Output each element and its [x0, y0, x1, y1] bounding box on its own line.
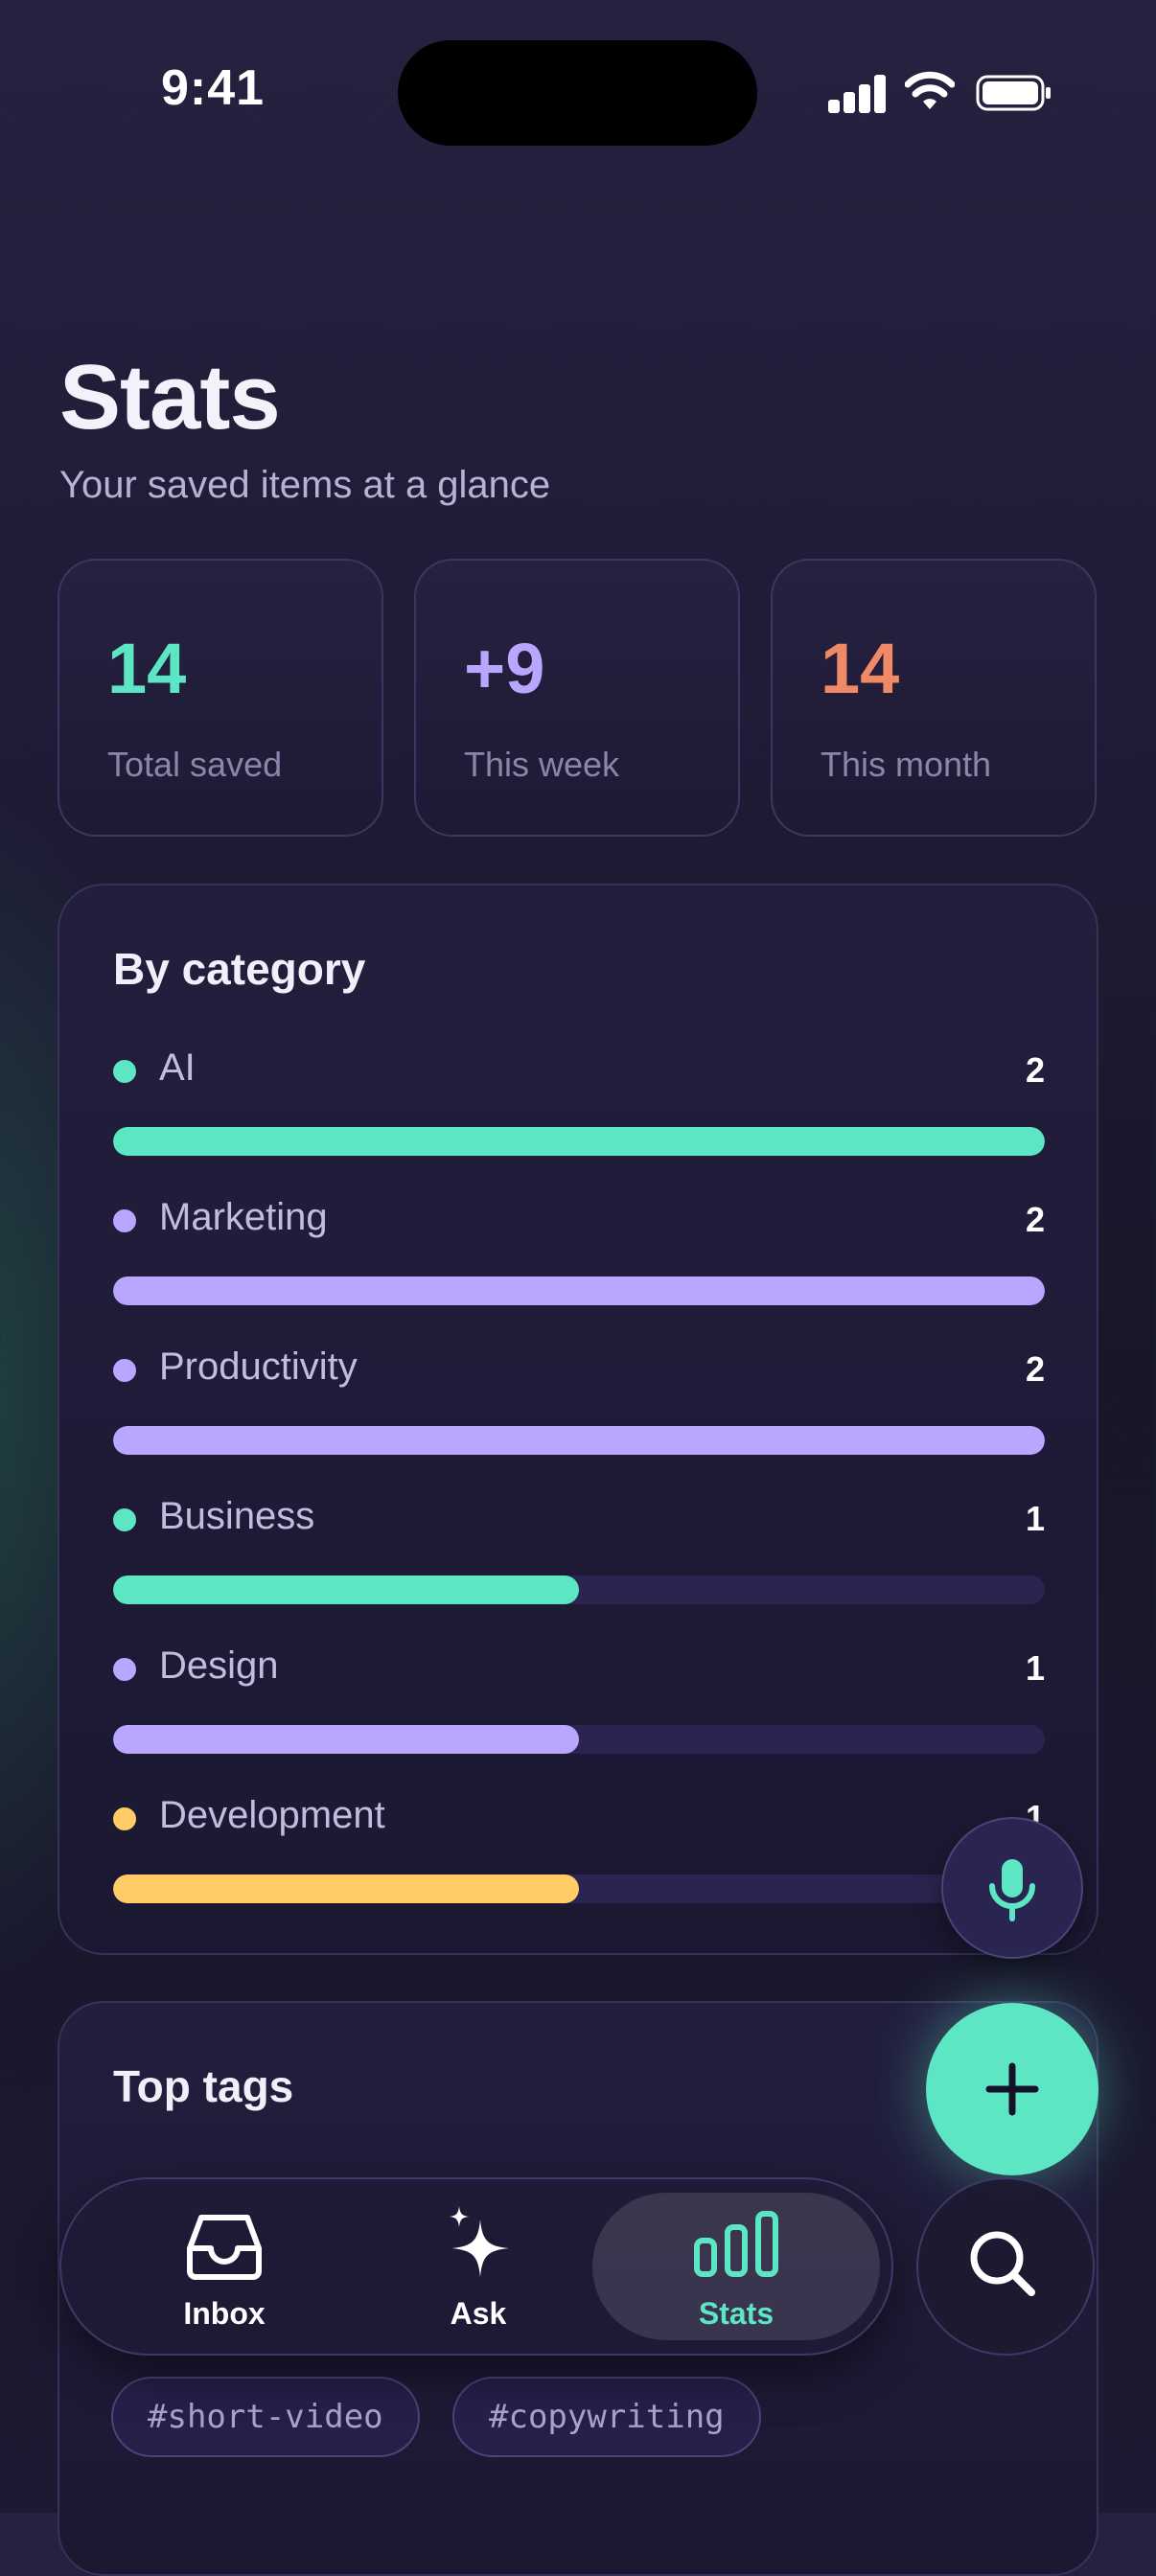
category-dot — [113, 1807, 136, 1830]
microphone-icon — [989, 1859, 1035, 1921]
tab-label: Ask — [450, 2296, 507, 2331]
status-time: 9:41 — [161, 60, 266, 116]
category-bar-fill — [113, 1127, 1045, 1156]
tab-bar: Inbox Ask Stats — [59, 2177, 893, 2356]
category-bar-fill — [113, 1426, 1045, 1455]
category-name: Productivity — [159, 1346, 358, 1388]
category-bar-fill — [113, 1276, 1045, 1305]
stat-value: 14 — [821, 629, 900, 708]
by-category-card: By category AI 2 Marketing 2 Productivity 2 Bu… — [58, 884, 1098, 1955]
category-row: Productivity 2 — [113, 1338, 1045, 1455]
tag-chip[interactable]: #short-video — [111, 2377, 420, 2457]
category-count: 1 — [1025, 1648, 1045, 1688]
category-dot — [113, 1060, 136, 1083]
search-icon — [970, 2231, 1035, 2296]
category-bar-track — [113, 1127, 1045, 1156]
category-count: 1 — [1025, 1499, 1045, 1538]
page-title: Stats — [59, 346, 281, 448]
top-tags-title: Top tags — [113, 2061, 294, 2111]
category-name: Development — [159, 1794, 385, 1836]
tag-chip[interactable]: #copywriting — [452, 2377, 761, 2457]
plus-icon — [985, 2062, 1039, 2116]
stat-label: This month — [821, 745, 992, 784]
stat-card-total-saved: 14 Total saved — [58, 559, 383, 837]
category-name: Business — [159, 1495, 315, 1537]
voice-input-button[interactable] — [941, 1817, 1083, 1959]
bar-chart-icon — [694, 2211, 778, 2277]
category-bar-fill — [113, 1874, 579, 1903]
stat-value: 14 — [107, 629, 187, 708]
category-dot — [113, 1209, 136, 1232]
category-bar-track — [113, 1276, 1045, 1305]
tab-label: Stats — [698, 2296, 775, 2331]
dynamic-island — [398, 40, 757, 146]
tab-label: Inbox — [183, 2296, 266, 2331]
sparkle-icon — [450, 2206, 509, 2277]
category-bar-fill — [113, 1576, 579, 1604]
category-count: 2 — [1025, 1200, 1045, 1239]
search-button[interactable] — [916, 2177, 1095, 2356]
category-bar-fill — [113, 1725, 579, 1754]
stat-label: This week — [464, 745, 620, 784]
wifi-icon — [905, 71, 955, 109]
category-row: Design 1 — [113, 1637, 1045, 1754]
category-bar-track — [113, 1426, 1045, 1455]
category-count: 2 — [1025, 1050, 1045, 1090]
category-row: Marketing 2 — [113, 1188, 1045, 1305]
tab-inbox[interactable]: Inbox — [81, 2193, 368, 2340]
category-name: AI — [159, 1046, 196, 1089]
stat-label: Total saved — [107, 745, 283, 784]
category-row: Development 1 — [113, 1786, 1045, 1903]
signal-icon — [828, 75, 886, 113]
category-count: 2 — [1025, 1349, 1045, 1389]
stat-card-this-month: 14 This month — [771, 559, 1097, 837]
tab-ask[interactable]: Ask — [335, 2193, 622, 2340]
category-bar-track — [113, 1874, 1045, 1903]
category-dot — [113, 1359, 136, 1382]
category-row: AI 2 — [113, 1039, 1045, 1156]
by-category-title: By category — [113, 944, 366, 994]
category-dot — [113, 1508, 136, 1531]
battery-icon — [976, 75, 1051, 111]
stat-value: +9 — [464, 629, 545, 708]
add-item-button[interactable] — [926, 2003, 1098, 2175]
category-name: Design — [159, 1644, 279, 1687]
page-subtitle: Your saved items at a glance — [59, 464, 551, 506]
category-bar-track — [113, 1725, 1045, 1754]
category-bar-track — [113, 1576, 1045, 1604]
category-row: Business 1 — [113, 1487, 1045, 1604]
stat-card-this-week: +9 This week — [414, 559, 740, 837]
category-name: Marketing — [159, 1196, 328, 1238]
category-dot — [113, 1658, 136, 1681]
tab-stats[interactable]: Stats — [592, 2193, 880, 2340]
inbox-icon — [187, 2215, 262, 2280]
